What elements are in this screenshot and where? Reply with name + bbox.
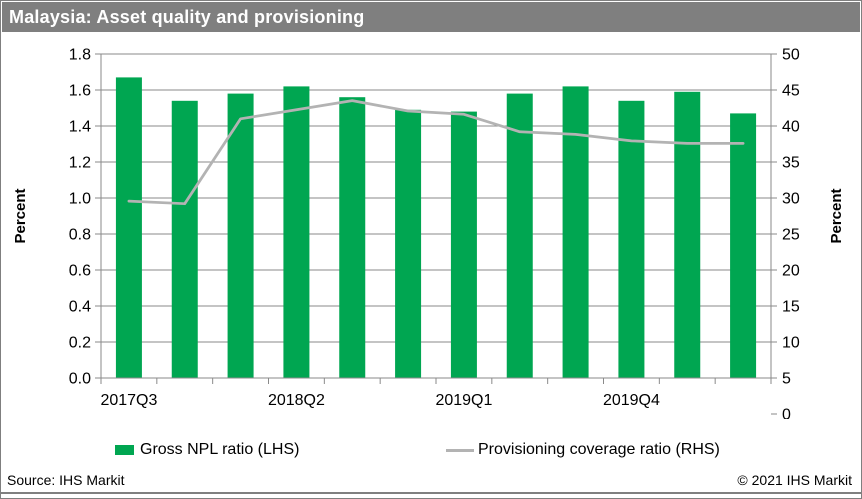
bar-2019Q1 [450, 111, 477, 378]
legend-bar-swatch [115, 445, 134, 455]
bottom-divider [1, 492, 861, 494]
bar-2018Q3 [339, 97, 366, 378]
bar-2020Q2 [730, 113, 757, 379]
bar-2017Q3 [115, 77, 142, 379]
x-tick-label: 2019Q4 [603, 392, 660, 409]
left-axis: 1.8 1.6 1.4 1.2 1.0 0.8 0.6 0.4 0.2 0.0 [69, 47, 101, 388]
right-tick-label: 10 [782, 335, 800, 352]
right-tick-label: 40 [782, 119, 800, 136]
bar-2020Q1 [674, 91, 701, 379]
npl-bars [115, 77, 757, 379]
x-tick-label: 2019Q1 [435, 392, 492, 409]
x-axis: 2017Q3 2018Q2 2019Q1 2019Q4 [100, 378, 772, 409]
bar-2019Q4 [618, 100, 645, 379]
left-tick-label: 0.4 [69, 299, 91, 316]
left-tick-label: 0.8 [69, 227, 91, 244]
right-tick-label: 25 [782, 227, 800, 244]
plot-border [100, 53, 772, 379]
left-tick-label: 1.0 [69, 191, 91, 208]
gridlines [101, 53, 771, 379]
left-tick-label: 1.8 [69, 47, 91, 64]
copyright-text: © 2021 IHS Markit [737, 472, 852, 488]
left-tick-label: 0.2 [69, 335, 91, 352]
bar-2018Q1 [227, 93, 254, 378]
legend-label-provisioning: Provisioning coverage ratio (RHS) [478, 441, 720, 458]
left-tick-label: 1.2 [69, 155, 91, 172]
source-text: Source: IHS Markit [7, 472, 125, 488]
right-tick-label: 45 [782, 83, 800, 100]
x-tick-label: 2018Q2 [268, 392, 325, 409]
left-tick-label: 1.6 [69, 83, 91, 100]
chart-title: Malaysia: Asset quality and provisioning [9, 7, 365, 27]
provisioning-coverage-line [127, 99, 745, 206]
right-tick-label: 35 [782, 155, 800, 172]
bar-2017Q4 [171, 100, 198, 379]
legend-item-gross-npl: Gross NPL ratio (LHS) [115, 438, 299, 462]
bar-2019Q3 [562, 86, 589, 379]
chart-legend: Gross NPL ratio (LHS) Provisioning cover… [1, 438, 861, 462]
right-tick-label: 50 [782, 47, 800, 64]
right-tick-label: 15 [782, 299, 800, 316]
legend-label-gross-npl: Gross NPL ratio (LHS) [140, 441, 300, 458]
right-tick-label: 30 [782, 191, 800, 208]
right-axis-title: Percent [828, 188, 845, 243]
right-tick-label: 5 [782, 371, 791, 388]
combo-chart-plot: 1.81.61.41.21.00.80.60.40.20.05045403530… [12, 47, 845, 420]
bar-2019Q2 [506, 93, 533, 378]
chart-title-bar: Malaysia: Asset quality and provisioning [2, 2, 860, 32]
legend-item-provisioning: Provisioning coverage ratio (RHS) [446, 438, 720, 462]
right-tick-label: 0 [782, 407, 791, 420]
x-tick-label: 2017Q3 [100, 392, 157, 409]
left-axis-title: Percent [12, 188, 29, 243]
legend-line-swatch [446, 448, 474, 452]
bar-2018Q4 [395, 109, 422, 379]
left-tick-label: 0.0 [69, 371, 91, 388]
right-tick-label: 20 [782, 263, 800, 280]
bar-2018Q2 [283, 86, 310, 379]
left-tick-label: 0.6 [69, 263, 91, 280]
left-tick-label: 1.4 [69, 119, 91, 136]
